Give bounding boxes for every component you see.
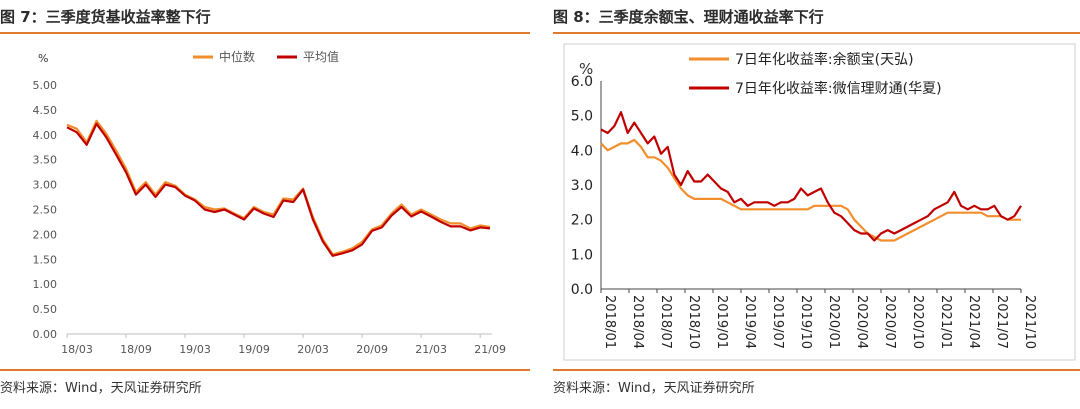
- right-x-tick-label: 2021/04: [966, 295, 981, 349]
- left-x-tick-label: 21/03: [415, 343, 447, 356]
- right-y-tick-label: 2.0: [571, 213, 593, 229]
- left-chart: % 0.00 0.50 1.00 1.50 2.00 2.50 3.00 3.50 4.00 4.5…: [33, 49, 507, 356]
- right-x-tick-label: 2020/04: [854, 295, 869, 349]
- right-plot-frame: [563, 43, 1076, 361]
- left-legend-label: 平均值: [303, 49, 339, 64]
- left-y-tick-label: 2.50: [33, 204, 58, 217]
- right-x-tick-label: 2018/04: [630, 295, 645, 349]
- right-figure: 图 8：三季度余额宝、理财通收益率下行 % 0.0 1.0 2.0 3.0 4.0 5.0 6…: [553, 0, 1080, 409]
- left-x-tick-label: 20/03: [297, 343, 329, 356]
- right-x-tick-label: 2019/04: [742, 295, 757, 349]
- right-x-tick-label: 2020/07: [882, 295, 897, 349]
- left-x-tick-label: 19/03: [179, 343, 211, 356]
- right-x-tick-label: 2019/07: [770, 295, 785, 349]
- right-bottom-rule: [553, 369, 1080, 371]
- right-x-tick-label: 2018/07: [658, 295, 673, 349]
- right-figure-title: 图 8：三季度余额宝、理财通收益率下行: [553, 8, 824, 26]
- right-y-tick-label: 3.0: [571, 178, 593, 194]
- right-series-line: [600, 111, 1022, 242]
- right-x-tick-label: 2018/10: [686, 295, 701, 349]
- left-legend-label: 中位数: [219, 49, 255, 64]
- right-x-tick-label: 2019/01: [714, 295, 729, 349]
- right-x-tick-label: 2021/07: [994, 295, 1009, 349]
- left-x-tick-label: 18/09: [120, 343, 152, 356]
- right-top-rule: [553, 32, 1080, 34]
- right-x-tick-label: 2020/10: [910, 295, 925, 349]
- left-y-tick-label: 4.50: [33, 104, 58, 117]
- left-y-tick-label: 2.00: [33, 228, 58, 241]
- left-y-tick-label: 0.50: [33, 303, 58, 316]
- left-series-line: [66, 122, 491, 257]
- left-y-tick-label: 4.00: [33, 129, 58, 142]
- left-y-tick-label: 1.50: [33, 253, 58, 266]
- left-y-tick-label: 1.00: [33, 278, 58, 291]
- right-y-tick-label: 1.0: [571, 247, 593, 263]
- right-y-tick-label: 6.0: [571, 74, 593, 90]
- right-series-line: [600, 138, 1021, 242]
- right-x-tick-label: 2021/01: [938, 295, 953, 349]
- left-y-tick-label: 5.00: [33, 79, 58, 92]
- left-x-tick-label: 21/09: [474, 343, 506, 356]
- right-x-tick-label: 2021/10: [1022, 295, 1037, 349]
- right-legend-label: 7日年化收益率:微信理财通(华夏): [735, 80, 942, 97]
- right-y-tick-label: 4.0: [571, 143, 593, 159]
- right-x-tick-label: 2018/01: [602, 295, 617, 349]
- left-y-tick-label: 0.00: [33, 328, 58, 341]
- left-x-tick-label: 18/03: [61, 343, 93, 356]
- left-x-tick-label: 20/09: [356, 343, 388, 356]
- left-bottom-rule: [0, 369, 530, 371]
- left-series-line: [66, 119, 491, 256]
- right-x-tick-label: 2019/10: [798, 295, 813, 349]
- left-top-rule: [0, 32, 530, 34]
- left-y-tick-label: 3.00: [33, 179, 58, 192]
- right-y-tick-label: 0.0: [571, 282, 593, 298]
- right-y-tick-label: 5.0: [571, 109, 593, 125]
- left-figure-title: 图 7：三季度货基收益率整下行: [0, 8, 211, 26]
- left-y-tick-label: 3.50: [33, 154, 58, 167]
- left-x-tick-label: 19/09: [238, 343, 270, 356]
- left-unit-label: %: [38, 52, 48, 65]
- right-chart: % 0.0 1.0 2.0 3.0 4.0 5.0 6.0 2018/01 2018/04 2018…: [563, 43, 1076, 361]
- right-legend-label: 7日年化收益率:余额宝(天弘): [735, 51, 914, 68]
- right-unit-label: %: [579, 60, 593, 78]
- right-source: 资料来源：Wind，天风证券研究所: [553, 381, 755, 396]
- left-source: 资料来源：Wind，天风证券研究所: [0, 381, 202, 396]
- left-figure: 图 7：三季度货基收益率整下行 % 0.00 0.50 1.00 1.50 2.00 2.5…: [0, 0, 530, 409]
- right-x-tick-label: 2020/01: [826, 295, 841, 349]
